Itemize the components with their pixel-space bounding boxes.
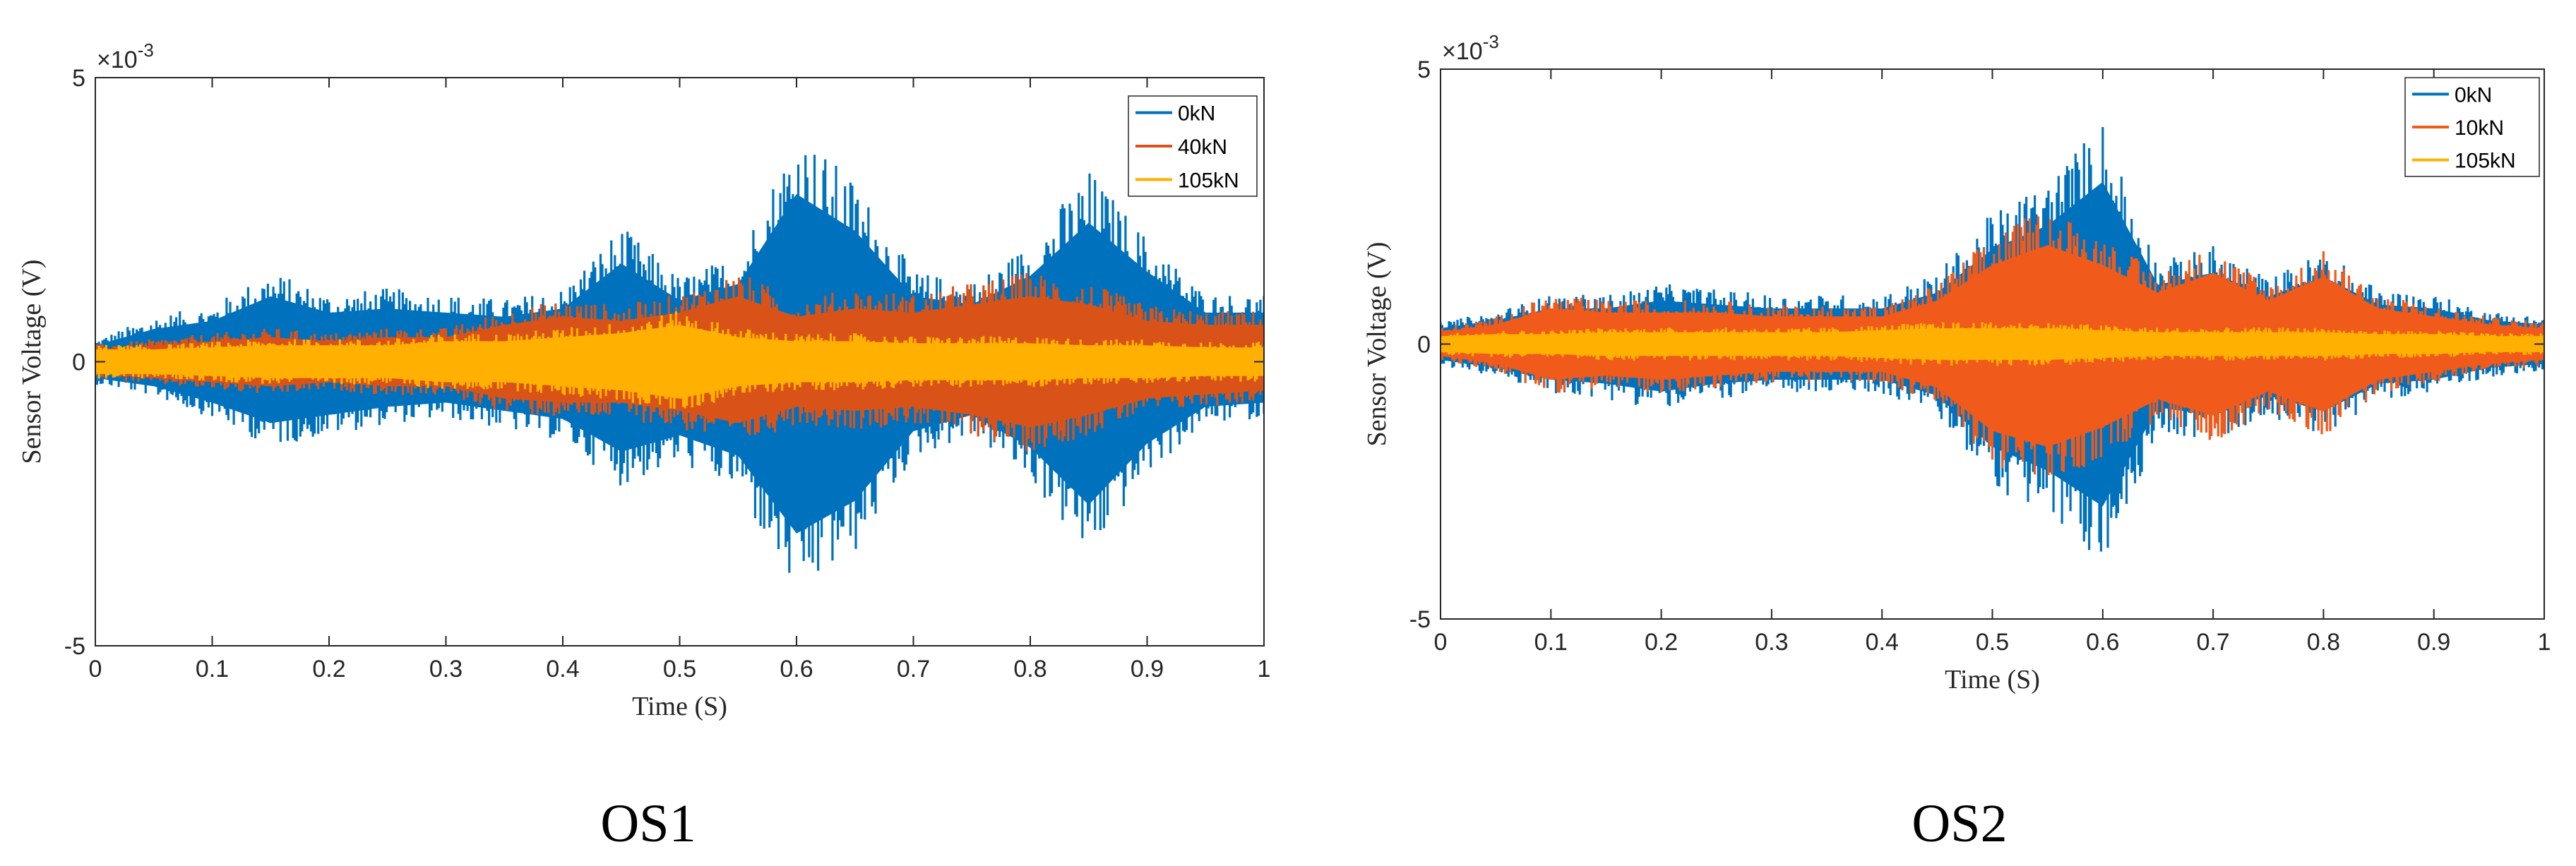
legend-label-105kn: 105kN [1178, 169, 1239, 192]
x-tick-label: 0.3 [429, 656, 463, 682]
x-tick-label: 0.5 [663, 656, 696, 682]
y-tick-label: 5 [72, 65, 85, 92]
x-tick-label: 0.2 [312, 656, 345, 682]
x-axis-label: Time (S) [632, 692, 727, 721]
legend: 0kN 40kN 105kN [1128, 95, 1258, 197]
x-tick-label: 0.6 [2086, 629, 2119, 656]
x-tick-label: 1 [1258, 656, 1271, 682]
chart-os1: 0 0.1 0.2 0.3 0.4 0.5 0.6 0.7 0.8 0.9 1-505×10-3Ti… [17, 40, 1270, 721]
x-tick-label: 0.9 [2417, 629, 2450, 656]
legend-label-10kn: 10kN [2455, 116, 2504, 140]
y-axis-label: Sensor Voltage (V) [1362, 242, 1392, 447]
x-tick-label: 0.7 [2196, 629, 2229, 656]
x-tick-label: 0.5 [1976, 629, 2009, 656]
x-tick-label: 0 [89, 656, 102, 682]
legend: 0kN 10kN 105kN [2404, 77, 2540, 177]
caption-os2: OS2 [1912, 794, 2007, 853]
x-tick-label: 0.6 [780, 656, 813, 682]
legend-label-105kn: 105kN [2455, 150, 2516, 173]
y-tick-label: -5 [1409, 606, 1431, 633]
x-tick-label: 0.1 [1534, 629, 1568, 656]
x-tick-label: 0.8 [2307, 629, 2340, 656]
series-105kn-envelope [1441, 328, 2544, 360]
x-tick-label: 0.3 [1755, 629, 1788, 656]
x-tick-label: 0 [1434, 629, 1448, 656]
y-axis-label: Sensor Voltage (V) [17, 260, 47, 464]
legend-label-0kn: 0kN [2455, 83, 2492, 107]
x-axis-label: Time (S) [1945, 665, 2040, 694]
x-tick-label: 0.9 [1131, 656, 1164, 682]
y-multiplier: ×10-3 [97, 40, 154, 73]
y-tick-label: 5 [1417, 56, 1431, 83]
y-multiplier: ×10-3 [1442, 31, 1499, 65]
x-tick-label: 0.1 [196, 656, 229, 682]
y-tick-label: 0 [72, 349, 85, 376]
x-tick-label: 0.4 [1866, 629, 1899, 656]
series-105kn-envelope [95, 325, 1264, 399]
caption-os1: OS1 [600, 794, 696, 853]
chart-os2: 0 0.1 0.2 0.3 0.4 0.5 0.6 0.7 0.8 0.9 1-505×10-3Ti… [1362, 31, 2551, 694]
x-tick-label: 0.8 [1013, 656, 1046, 682]
x-tick-label: 0.4 [546, 656, 579, 682]
legend-label-40kn: 40kN [1178, 136, 1227, 159]
y-tick-label: 0 [1417, 332, 1431, 359]
y-tick-label: -5 [64, 633, 85, 660]
legend-label-0kn: 0kN [1178, 102, 1215, 126]
x-tick-label: 1 [2538, 629, 2551, 656]
x-tick-label: 0.7 [897, 656, 930, 682]
x-tick-label: 0.2 [1645, 629, 1678, 656]
